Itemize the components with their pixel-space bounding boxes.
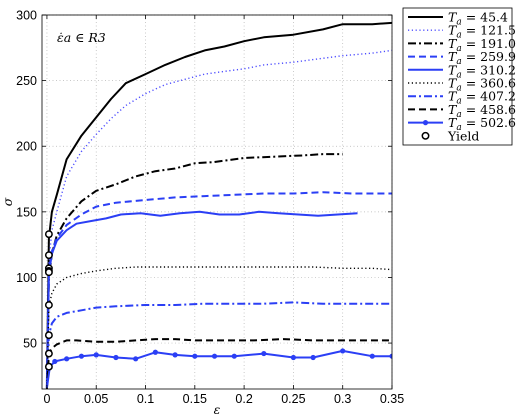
yield-point [44, 331, 53, 340]
x-axis-label: ε [214, 402, 221, 417]
series-point [340, 348, 346, 354]
y-tick-label: 150 [16, 205, 37, 219]
plot-area [42, 15, 392, 389]
series-point [172, 352, 178, 358]
series-point [113, 354, 119, 361]
series-line-3 [45, 153, 343, 388]
y-tick-label: 250 [16, 74, 37, 88]
yield-point [44, 301, 53, 309]
x-tick-label: 0 [43, 392, 50, 406]
yield-point [44, 230, 53, 239]
series-point [52, 358, 58, 365]
series-point [211, 353, 218, 359]
yield-markers [44, 230, 53, 371]
yield-point [44, 251, 53, 260]
legend-label: Ta = 191.0 [448, 36, 516, 54]
x-tick-label: 0.15 [183, 392, 207, 406]
legend-marker [422, 120, 429, 126]
legend-label: Yield [447, 128, 479, 143]
series-point [93, 352, 99, 358]
x-tick-label: 0.35 [380, 392, 404, 406]
legend-label: Ta = 121.5 [448, 23, 516, 41]
legend-label: Ta = 407.2 [448, 89, 516, 107]
series-line-8 [45, 338, 392, 389]
yield-point [44, 268, 53, 277]
legend-marker [421, 131, 430, 140]
legend: Ta = 45.4Ta = 121.5Ta = 191.0Ta = 259.9T… [402, 7, 516, 146]
x-tick-label: 0.3 [334, 392, 351, 406]
x-tick-label: 0.1 [137, 392, 154, 406]
legend-label: Ta = 45.4 [448, 10, 508, 28]
y-tick-label: 200 [16, 140, 37, 154]
rate-annotation: ε̇a ∈ R3 [57, 30, 106, 45]
x-tick-label: 0.05 [84, 392, 108, 406]
y-tick-label: 100 [16, 271, 37, 285]
legend-label: Ta = 458.6 [448, 102, 516, 120]
series-line-7 [45, 301, 392, 389]
series-point [290, 354, 297, 361]
series-point [192, 353, 198, 359]
yield-point [44, 349, 53, 358]
y-tick-label: 50 [23, 337, 37, 351]
legend-label: Ta = 360.6 [448, 76, 516, 94]
legend-label: Ta = 502.6 [448, 115, 516, 133]
series-point [64, 356, 70, 362]
series-line-2 [46, 49, 392, 386]
series-point [78, 353, 85, 359]
series-point [231, 353, 237, 359]
legend-label: Ta = 310.2 [448, 62, 516, 80]
y-tick-label: 300 [16, 9, 37, 23]
series-line-5 [45, 210, 358, 388]
yield-point [44, 362, 53, 371]
y-axis-label: σ [0, 197, 15, 206]
axes-frame [41, 14, 393, 390]
x-tick-label: 0.2 [235, 392, 252, 406]
series-point [261, 350, 267, 357]
x-axis-ticks: 0 0.05 0.1 0.15 0.2 0.25 0.3 0.35 [43, 15, 404, 406]
y-axis-ticks: 50 100 150 200 250 300 [16, 9, 392, 351]
legend-label: Ta = 259.9 [448, 49, 516, 67]
series-point [369, 353, 375, 359]
series-point [152, 349, 158, 355]
series-point [389, 353, 392, 359]
series-point [310, 354, 316, 361]
series-point [133, 356, 139, 362]
series-line-1 [45, 21, 392, 383]
x-tick-label: 0.25 [281, 392, 305, 406]
